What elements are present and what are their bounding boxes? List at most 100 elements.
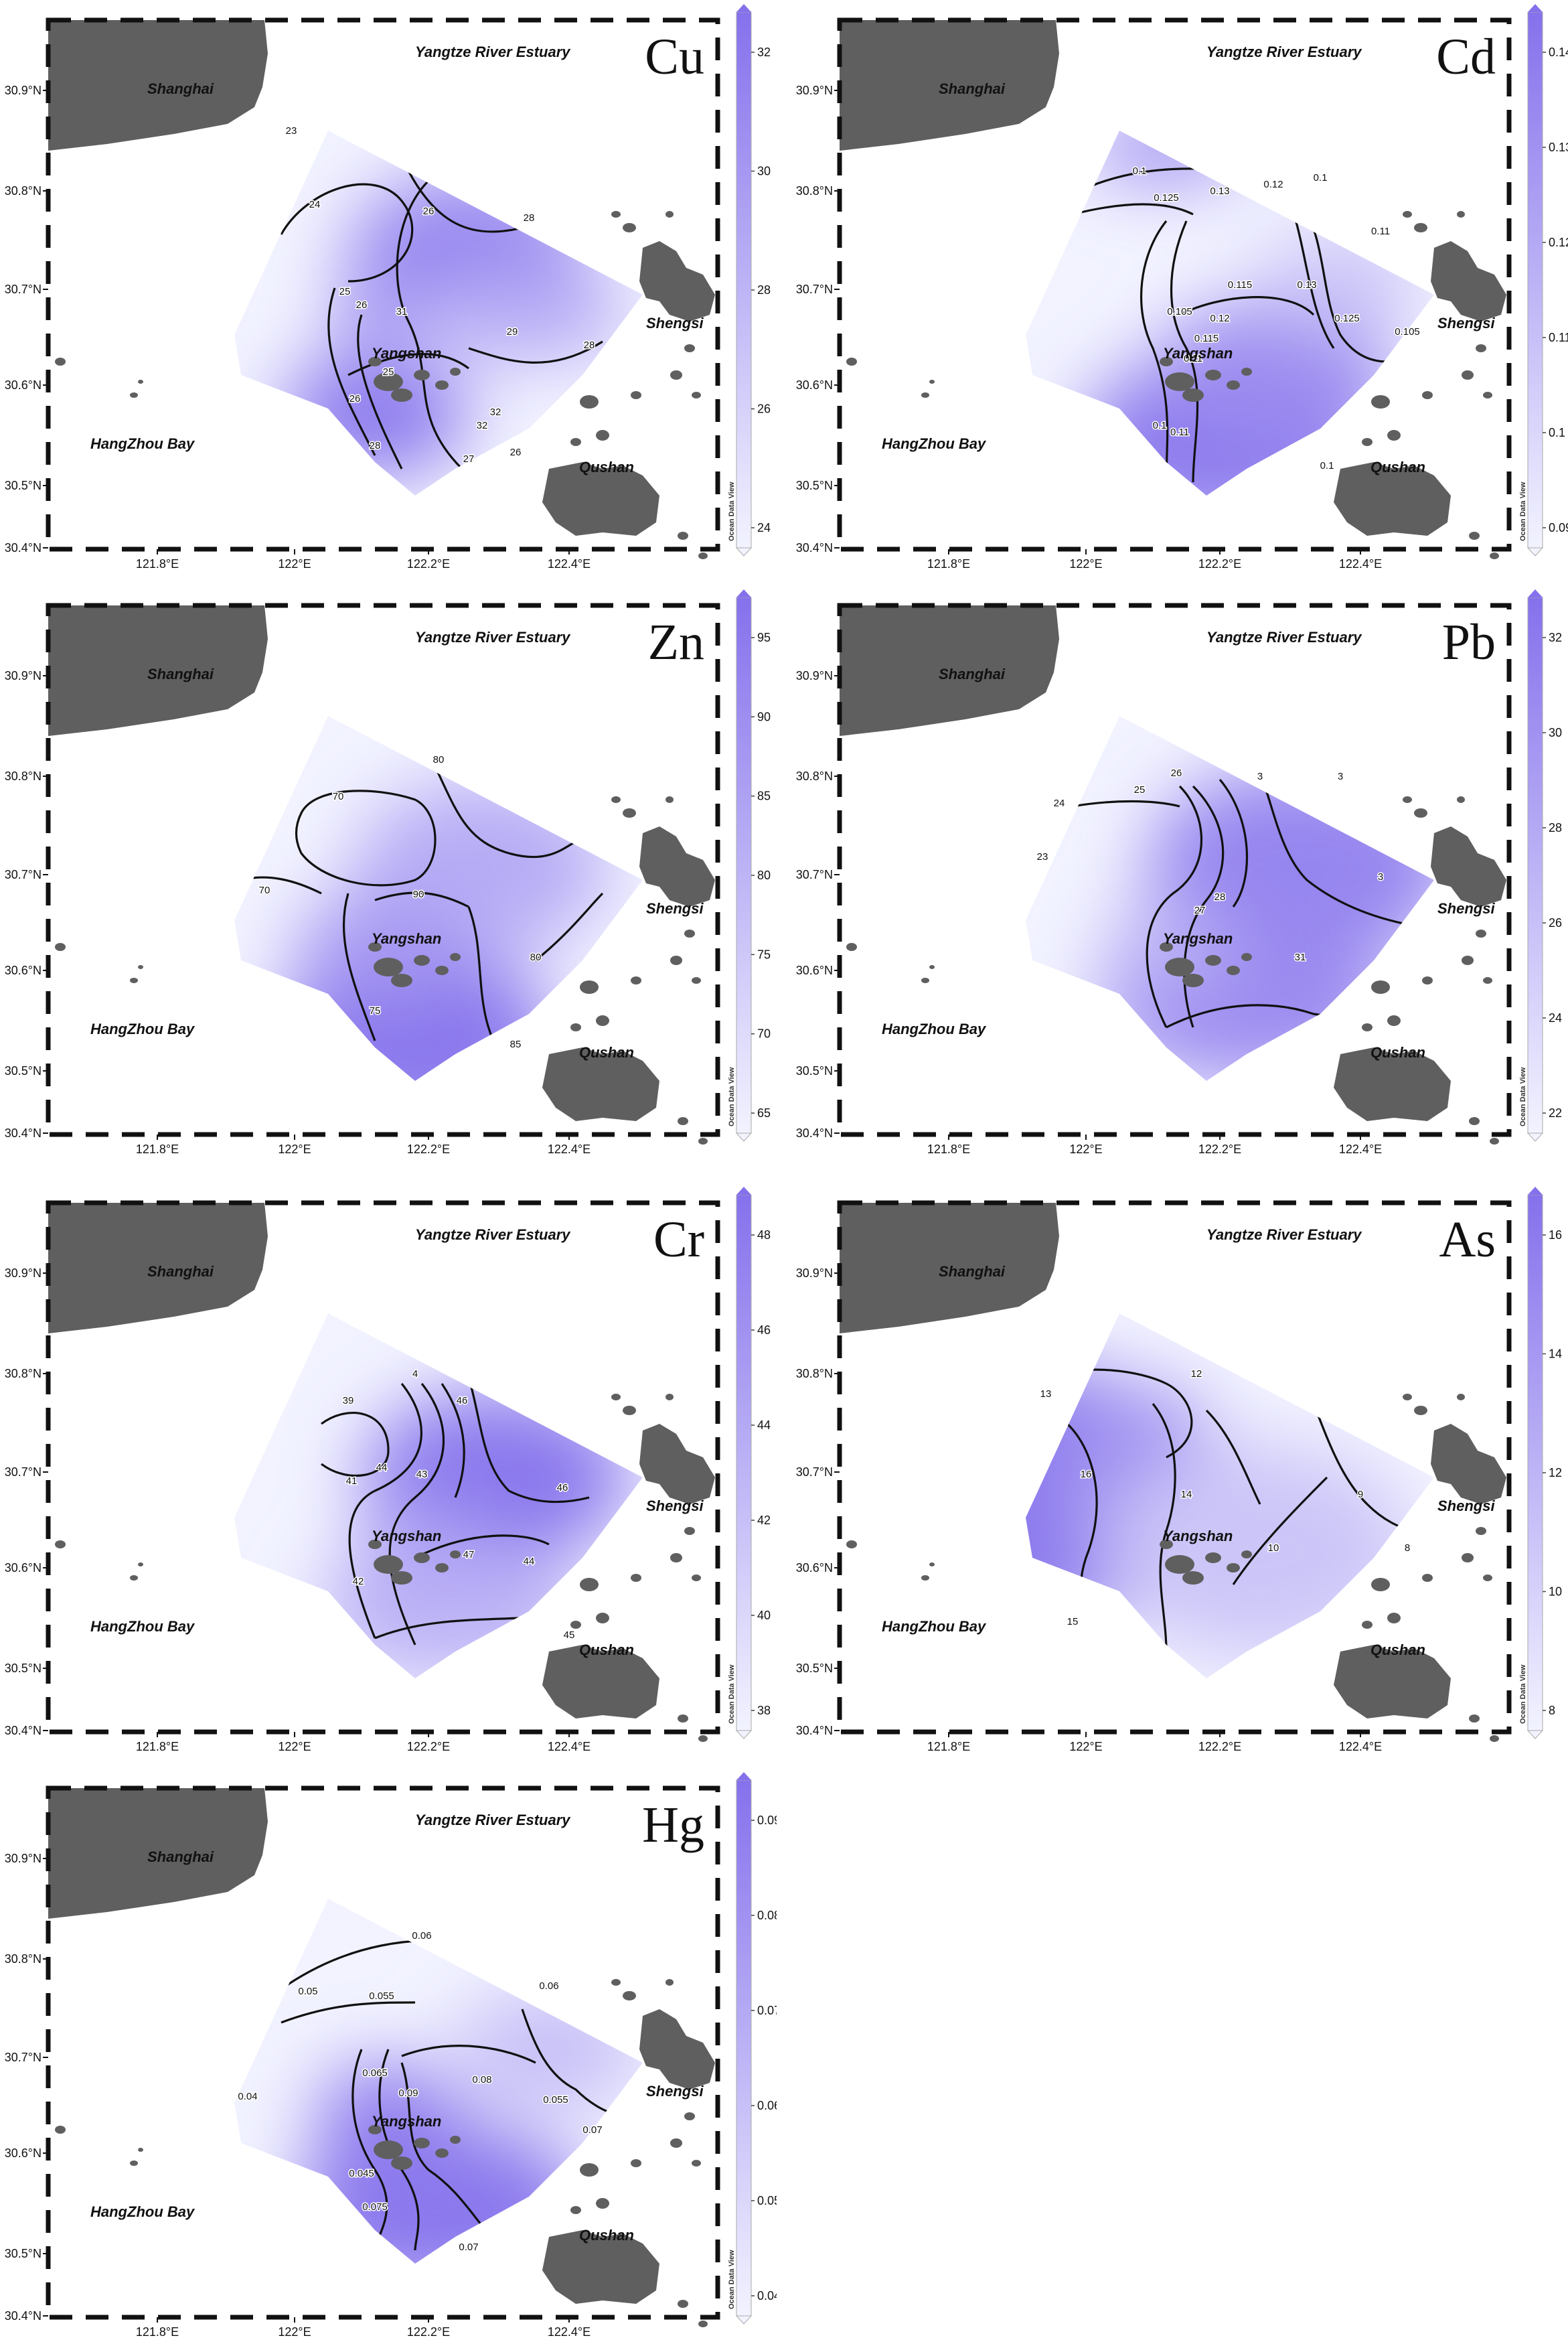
map-frame: [837, 1200, 1512, 1735]
panel-as: 13 12 16 14 10 9 8 15 Shanghai Yangtze River Estu…: [796, 1187, 1562, 1752]
lon-label: 121.8°E: [927, 557, 970, 569]
colorbar-tick-label: 24: [757, 521, 771, 534]
small-island-4: [1476, 1527, 1486, 1535]
colorbar-bottom-arrow: [735, 1132, 753, 1142]
map-frame: [837, 603, 1512, 1137]
contour-label: 0.11: [1170, 427, 1189, 438]
contour-label: 16: [1081, 1469, 1092, 1480]
contour-line-3: [342, 893, 376, 1041]
small-island-4: [684, 930, 695, 938]
place-label-shanghai: Shanghai: [939, 666, 1006, 682]
land-masses: [48, 20, 715, 559]
contour-label: 4: [412, 1368, 418, 1380]
colorbar-tick-label: 46: [757, 1323, 771, 1337]
lon-label: 122°E: [278, 1740, 311, 1752]
small-island-10: [1490, 1735, 1499, 1742]
contour-label: 0.105: [1395, 326, 1420, 338]
colorbar-tick-label: 8: [1549, 1704, 1555, 1717]
small-island-9: [1469, 532, 1480, 540]
contour-label: 9: [1358, 1489, 1363, 1500]
small-island-4: [684, 1527, 695, 1535]
contour-label: 0.105: [1167, 306, 1192, 317]
shanghai-landmass: [840, 1203, 1059, 1333]
lon-label: 122°E: [278, 2325, 311, 2337]
map-frame: [837, 17, 1512, 552]
yangshan-island-5: [1241, 368, 1252, 376]
lon-label: 122.4°E: [548, 2325, 591, 2337]
small-island-1: [596, 1015, 609, 1026]
lat-label: 30.7°N: [5, 1465, 42, 1479]
small-island-11: [1362, 1621, 1373, 1629]
contour-line-0: [280, 183, 414, 283]
contour-label: 32: [477, 420, 488, 431]
place-label-shanghai: Shanghai: [939, 80, 1006, 97]
contour-label: 90: [413, 889, 424, 900]
contour-label: 0.125: [1154, 192, 1179, 204]
small-island-7: [1457, 796, 1465, 803]
yangshan-island-3: [1227, 1563, 1240, 1572]
small-island-14: [846, 943, 857, 951]
small-island-7: [665, 1979, 674, 1986]
lon-label: 122.4°E: [548, 1740, 591, 1752]
place-label-yangtze-estuary: Yangtze River Estuary: [1206, 44, 1362, 60]
colorbar-bottom-arrow: [735, 1730, 753, 1739]
lat-label: 30.8°N: [5, 770, 42, 783]
place-label-yangtze-estuary: Yangtze River Estuary: [415, 1226, 571, 1243]
yangshan-island-4: [1160, 1540, 1173, 1549]
small-island-11: [1362, 1023, 1373, 1031]
small-island-3: [670, 2138, 682, 2148]
lat-label: 30.9°N: [5, 1266, 42, 1280]
colorbar-tick-label: 42: [757, 1514, 771, 1527]
colorbar-tick-label: 28: [757, 283, 771, 297]
yangshan-island-0: [374, 372, 403, 391]
contour-label: 0.06: [539, 1980, 558, 1992]
colorbar-tick-label: 0.05: [757, 2194, 777, 2207]
small-island-12: [921, 978, 929, 983]
lat-label: 30.8°N: [796, 1367, 833, 1380]
colorbar: [1527, 11, 1543, 548]
lat-label: 30.9°N: [796, 669, 833, 682]
place-label-yangshan: Yangshan: [1163, 1528, 1233, 1544]
contour-label: 26: [423, 206, 435, 217]
lat-label: 30.9°N: [796, 1266, 833, 1280]
yangshan-island-0: [1165, 1555, 1194, 1574]
lon-label: 122.4°E: [1339, 1740, 1382, 1752]
lat-label: 30.7°N: [796, 283, 833, 296]
small-island-14: [55, 1540, 66, 1548]
contour-line-3: [1205, 1409, 1261, 1505]
colorbar-tick-label: 32: [757, 46, 771, 59]
small-island-8: [692, 2160, 701, 2167]
shengsi-island: [1431, 241, 1506, 321]
small-island-8: [1483, 392, 1492, 398]
yangshan-island-3: [435, 1563, 449, 1572]
map-frame: [46, 1200, 720, 1735]
colorbar-top-arrow: [736, 4, 751, 12]
colorbar: [736, 11, 752, 548]
element-title: As: [1439, 1212, 1496, 1268]
place-label-yangtze-estuary: Yangtze River Estuary: [1206, 629, 1362, 646]
lat-label: 30.9°N: [5, 84, 42, 97]
colorbar-tick-label: 0.09: [1549, 521, 1568, 534]
yangshan-island-1: [1182, 388, 1204, 402]
colorbar-top-arrow: [1528, 589, 1543, 597]
contour-label: 23: [1037, 851, 1048, 863]
contour-label: 27: [463, 453, 475, 465]
ocean-data-view-watermark: Ocean Data View: [1519, 1067, 1527, 1126]
colorbar: [736, 597, 752, 1134]
place-label-shengsi: Shengsi: [1437, 900, 1495, 917]
contour-label: 23: [286, 125, 297, 137]
place-label-shengsi: Shengsi: [646, 2083, 704, 2100]
small-island-0: [580, 2163, 599, 2177]
contour-label: 3: [1338, 771, 1343, 782]
place-label-qushan: Qushan: [1370, 1044, 1425, 1061]
lon-label: 122.4°E: [548, 557, 591, 569]
small-island-13: [929, 1562, 935, 1566]
contour-label: 43: [416, 1469, 428, 1480]
colorbar-tick-label: 40: [757, 1609, 771, 1622]
colorbar-tick-label: 0.1: [1549, 426, 1565, 439]
small-island-9: [1469, 1714, 1480, 1723]
small-island-5: [623, 808, 636, 818]
shengsi-island: [639, 826, 715, 907]
small-island-7: [665, 211, 674, 218]
small-island-3: [670, 1553, 682, 1562]
